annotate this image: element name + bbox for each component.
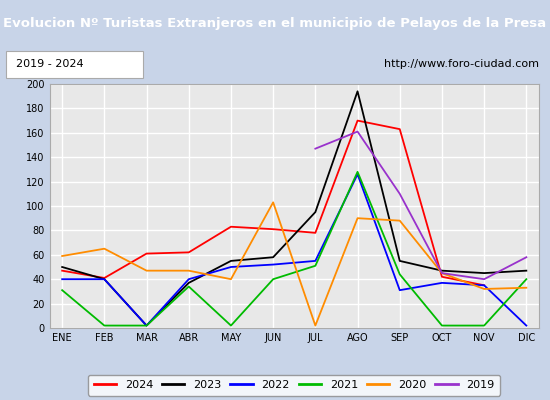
Text: Evolucion Nº Turistas Extranjeros en el municipio de Pelayos de la Presa: Evolucion Nº Turistas Extranjeros en el … bbox=[3, 18, 547, 30]
Text: 2019 - 2024: 2019 - 2024 bbox=[16, 59, 84, 69]
Legend: 2024, 2023, 2022, 2021, 2020, 2019: 2024, 2023, 2022, 2021, 2020, 2019 bbox=[88, 374, 500, 396]
Text: http://www.foro-ciudad.com: http://www.foro-ciudad.com bbox=[384, 59, 539, 69]
FancyBboxPatch shape bbox=[6, 51, 143, 78]
